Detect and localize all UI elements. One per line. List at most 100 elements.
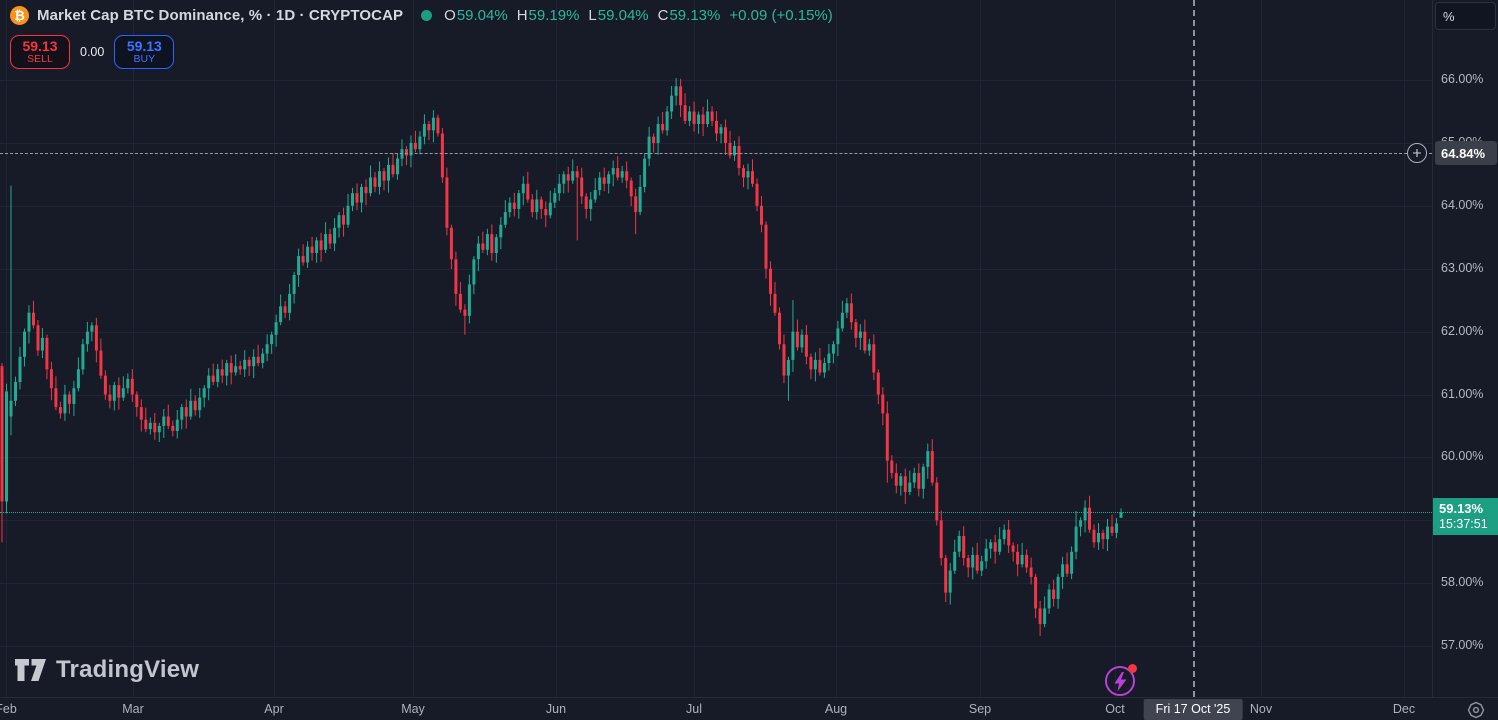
market-status-icon[interactable]	[421, 10, 433, 21]
candle-body	[562, 174, 566, 184]
candle-body	[49, 369, 53, 389]
candle-body	[688, 111, 692, 121]
candle-body	[324, 234, 328, 250]
tradingview-watermark-text: TradingView	[56, 656, 200, 683]
candle-body	[679, 86, 683, 106]
time-axis-label: Jul	[686, 702, 702, 716]
price-axis-label: 62.00%	[1441, 324, 1484, 338]
candle-body	[908, 482, 912, 492]
add-alert-plus-icon[interactable]	[1407, 143, 1427, 163]
candle-body	[890, 460, 894, 474]
candlestick-chart[interactable]	[0, 0, 1432, 697]
candle-body	[225, 363, 229, 376]
candle-body	[791, 331, 795, 360]
candle-body	[1007, 529, 1011, 546]
candle-body	[548, 202, 552, 216]
candle-body	[800, 334, 804, 348]
candle-body	[962, 536, 966, 558]
candle-body	[602, 177, 606, 184]
candle-body	[809, 356, 813, 370]
candle-body	[1043, 608, 1047, 625]
candle-body	[436, 117, 440, 134]
candle-body	[575, 171, 579, 178]
vertical-gridline	[413, 0, 414, 697]
candle-body	[1011, 545, 1015, 552]
candle-body	[1016, 551, 1020, 565]
candle-body	[337, 215, 341, 228]
symbol-title[interactable]: Market Cap BTC Dominance, % · 1D · CRYPT…	[37, 7, 404, 24]
chart-plot-area[interactable]: ₿ Market Cap BTC Dominance, % · 1D · CRY…	[0, 0, 1432, 697]
candle-body	[157, 425, 161, 433]
candle-body	[270, 334, 274, 345]
candle-body	[391, 164, 395, 175]
candle-body	[517, 193, 521, 209]
candle-body	[715, 120, 718, 134]
candle-body	[652, 136, 656, 143]
lightning-icon	[1114, 672, 1127, 692]
candle-body	[301, 256, 305, 263]
buy-price: 59.13	[126, 37, 162, 54]
vertical-gridline	[133, 0, 134, 697]
candle-body	[175, 419, 179, 431]
time-axis[interactable]: Feb Mar Apr May Jun Jul Aug Sep Oct Nov Dec Fri 17…	[0, 697, 1498, 720]
candle-body	[283, 306, 287, 313]
candle-body	[822, 363, 826, 373]
candle-body	[67, 394, 71, 404]
price-unit-button[interactable]: %	[1435, 2, 1496, 30]
candle-body	[252, 356, 256, 367]
buy-button[interactable]: 59.13 BUY	[114, 35, 175, 69]
candle-body	[396, 158, 399, 175]
candle-body	[378, 171, 381, 187]
candle-body	[526, 183, 530, 200]
candle-body	[836, 328, 840, 345]
time-axis-label: Mar	[122, 702, 144, 716]
candle-body	[957, 536, 961, 552]
candle-body	[346, 205, 350, 225]
axis-settings-gear-icon[interactable]	[1467, 701, 1485, 719]
vertical-gridline	[556, 0, 557, 697]
candle-body	[117, 385, 121, 398]
horizontal-gridline	[0, 142, 1432, 144]
candle-body	[503, 212, 507, 225]
vertical-gridline	[1261, 0, 1262, 697]
candle-body	[944, 558, 948, 593]
candle-body	[1097, 532, 1100, 543]
candle-body	[454, 259, 458, 294]
sell-label: SELL	[27, 52, 53, 65]
candle-body	[189, 400, 193, 417]
price-axis-label: 58.00%	[1441, 575, 1484, 589]
instant-order-lightning-button[interactable]	[1104, 664, 1138, 697]
candle-body	[1002, 529, 1006, 540]
time-axis-label: Feb	[0, 702, 17, 716]
candle-body	[1074, 526, 1078, 552]
candle-body	[571, 171, 575, 181]
candle-body	[971, 554, 975, 568]
candle-body	[238, 366, 242, 370]
candle-body	[449, 227, 453, 260]
candle-body	[216, 369, 220, 382]
horizontal-gridline	[0, 80, 1432, 81]
candle-body	[40, 337, 44, 351]
current-price-line	[0, 512, 1432, 513]
bar-close-countdown: 15:37:51	[1439, 517, 1488, 532]
candle-body	[0, 366, 4, 502]
candle-body	[364, 186, 368, 194]
candle-body	[315, 240, 319, 253]
candle-body	[629, 180, 633, 197]
candle-body	[795, 331, 799, 348]
candle-body	[126, 378, 130, 389]
candle-body	[998, 539, 1002, 552]
sell-button[interactable]: 59.13 SELL	[10, 35, 70, 69]
candle-body	[903, 476, 907, 492]
candle-body	[611, 168, 615, 175]
candle-body	[634, 196, 638, 213]
candle-body	[14, 381, 17, 401]
candle-body	[409, 142, 413, 156]
close-value: 59.13%	[669, 7, 721, 24]
candle-body	[580, 177, 584, 197]
horizontal-gridline	[0, 646, 1432, 648]
candle-body	[530, 199, 534, 213]
price-axis[interactable]: % 66.00%65.00%64.00%63.00%62.00%61.00%60…	[1432, 0, 1498, 697]
candle-body	[872, 344, 876, 373]
candle-body	[76, 369, 80, 389]
